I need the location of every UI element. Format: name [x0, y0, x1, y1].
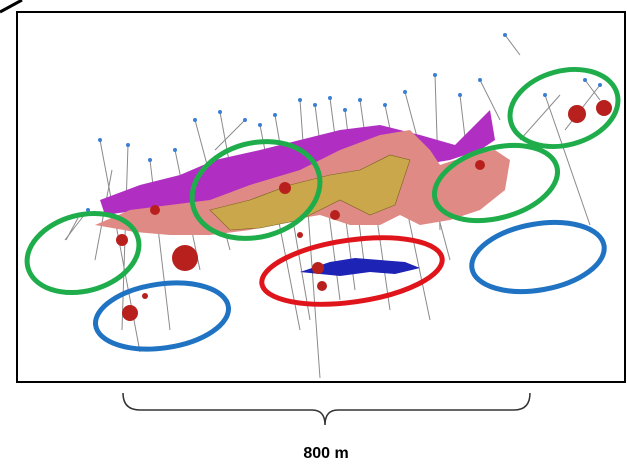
drill-hole: [214, 119, 246, 151]
drill-collar: [193, 118, 197, 122]
orebody: [596, 100, 612, 116]
drill-hole: [584, 79, 601, 101]
drill-hole: [479, 79, 501, 121]
blue-body: [300, 258, 420, 276]
drill-hole: [544, 94, 591, 226]
drill-collar: [126, 143, 130, 147]
orebody: [150, 205, 160, 215]
annotations: [24, 67, 621, 352]
drill-collar: [383, 103, 387, 107]
drill-collar: [258, 123, 262, 127]
drill-collar: [433, 73, 437, 77]
drill-hole: [65, 217, 79, 241]
drill-collar: [403, 90, 407, 94]
scale-brace: [122, 392, 531, 426]
drill-collar: [503, 33, 507, 37]
drill-collars: [86, 33, 602, 212]
highlight-ellipse: [259, 235, 445, 307]
corner-mark: [0, 0, 23, 14]
fault-surface: [209, 154, 411, 231]
drill-collar: [298, 98, 302, 102]
orebody: [279, 182, 291, 194]
drill-collar: [243, 118, 247, 122]
orebody: [317, 281, 327, 291]
orebodies: [116, 100, 612, 321]
drill-collar: [478, 78, 482, 82]
drill-collar: [543, 93, 547, 97]
drill-collar: [173, 148, 177, 152]
drill-hole: [504, 34, 521, 56]
orebody: [142, 293, 148, 299]
orebody: [475, 160, 485, 170]
scale-label: 800 m: [303, 445, 348, 462]
highlight-ellipse: [469, 219, 607, 295]
drill-collar: [218, 110, 222, 114]
orebody: [172, 245, 198, 271]
drill-collar: [148, 158, 152, 162]
orebody: [312, 262, 324, 274]
highlight-ellipse: [24, 210, 142, 296]
highlight-ellipse: [93, 280, 231, 352]
orebody: [122, 305, 138, 321]
drill-collar: [598, 83, 602, 87]
orebody: [297, 232, 303, 238]
drill-collar: [98, 138, 102, 142]
highlight-ellipse: [431, 142, 561, 224]
drill-collar: [358, 98, 362, 102]
drill-collar: [343, 108, 347, 112]
drill-collar: [273, 113, 277, 117]
highlight-ellipse: [189, 139, 323, 241]
orebody: [116, 234, 128, 246]
drill-collar: [458, 93, 462, 97]
drill-collar: [313, 103, 317, 107]
orebody: [330, 210, 340, 220]
orebody: [568, 105, 586, 123]
drill-collar: [583, 78, 587, 82]
highlight-ellipse: [507, 67, 621, 149]
drill-collar: [328, 96, 332, 100]
drill-collar: [86, 208, 90, 212]
drill-hole: [519, 94, 561, 141]
